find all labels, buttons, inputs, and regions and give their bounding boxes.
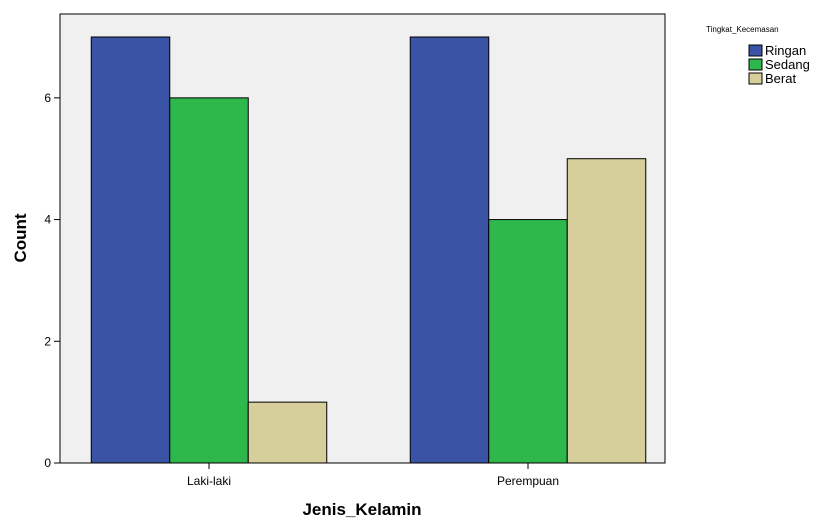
legend-title: Tingkat_Kecemasan [706, 25, 779, 34]
legend-swatch-sedang [748, 58, 763, 71]
legend-label-ringan: Ringan [765, 43, 806, 58]
y-axis: 0 2 4 6 [44, 91, 60, 470]
legend-swatch-berat [748, 72, 763, 85]
y-axis-title: Count [11, 213, 30, 262]
x-tick-label: Perempuan [497, 474, 559, 488]
bar-perempuan-ringan [409, 36, 490, 464]
x-axis: Laki-laki Perempuan [187, 463, 559, 488]
x-axis-title: Jenis_Kelamin [302, 500, 421, 519]
y-tick-label: 4 [44, 213, 51, 227]
bar-laki-laki-berat [247, 401, 328, 464]
bars-group [90, 36, 647, 464]
legend-swatch-ringan [748, 44, 763, 57]
y-tick-label: 0 [44, 456, 51, 470]
x-tick-label: Laki-laki [187, 474, 231, 488]
legend-label-sedang: Sedang [765, 57, 810, 72]
legend-label-berat: Berat [765, 71, 796, 86]
y-tick-label: 6 [44, 91, 51, 105]
bar-laki-laki-sedang [169, 97, 249, 464]
bar-perempuan-sedang [488, 219, 568, 464]
y-tick-label: 2 [44, 334, 51, 348]
bar-laki-laki-ringan [90, 36, 171, 464]
bar-perempuan-berat [566, 158, 647, 464]
